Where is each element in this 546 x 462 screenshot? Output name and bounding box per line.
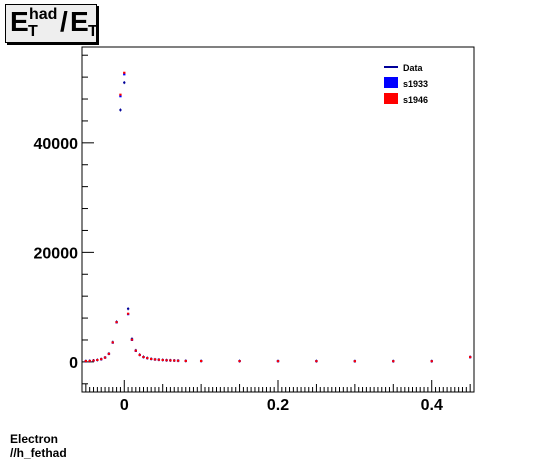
mc-point-s1946 [123,71,126,74]
mc-point-s1946 [111,341,114,344]
mc-point-s1946 [134,349,137,352]
mc-point-s1946 [469,356,472,359]
mc-point-s1946 [173,359,176,362]
x-tick-label: 0 [120,397,129,414]
mc-point-s1946 [165,359,168,362]
mc-point-s1946 [126,312,130,315]
mc-point-s1946 [150,357,153,360]
mc-point-s1946 [103,356,107,359]
footer-line1: Electron [10,432,59,446]
y-tick-label: 20000 [34,245,79,262]
mc-point-s1946 [115,321,118,324]
mc-point-s1946 [119,93,122,96]
mc-point-s1946 [430,360,433,363]
mc-point-s1946 [142,356,145,359]
mc-point-s1933 [123,73,126,76]
legend-swatch-s1946 [384,93,398,104]
mc-point-s1946 [100,358,103,361]
axis-ticks [82,54,471,392]
legend-swatch-s1933 [384,77,398,88]
title-slash: / [60,6,68,37]
title-sub2: T [88,23,98,40]
title-sub1: T [28,23,38,40]
legend-label: Data [403,63,424,73]
mc-point-s1946 [107,352,111,355]
mc-point-s1946 [184,359,187,362]
mc-point-s1946 [199,360,203,363]
data-marks [84,71,472,363]
title-e2: E [70,6,89,37]
title-e1: E [10,6,29,37]
legend-label: s1933 [403,79,428,89]
mc-point-s1946 [88,359,91,362]
x-tick-label: 0.2 [267,397,289,414]
legend-label: s1946 [403,95,428,105]
y-tick-labels: 0 20000 40000 [34,136,79,372]
mc-point-s1946 [353,360,357,363]
mc-point-s1946 [153,358,157,361]
legend: Data s1933 s1946 [384,63,428,105]
y-tick-label: 0 [69,355,78,372]
mc-point-s1946 [84,360,87,363]
mc-point-s1946 [92,359,95,362]
title-sup: had [29,6,58,23]
x-tick-label: 0.4 [421,397,443,414]
mc-point-s1946 [176,359,180,362]
mc-point-s1946 [392,360,395,363]
mc-point-s1946 [315,360,318,363]
mc-point-s1946 [130,338,134,341]
mc-point-s1946 [96,358,99,361]
footer-line2: //h_fethad [10,446,67,460]
mc-point-s1933 [119,95,122,98]
mc-point-s1946 [238,360,241,363]
mc-point-s1946 [161,358,164,361]
mc-point-s1946 [157,358,161,361]
mc-point-s1946 [169,359,172,362]
mc-point-s1946 [146,357,149,360]
y-tick-label: 40000 [34,136,79,153]
mc-point-s1946 [276,360,280,363]
mc-point-s1946 [138,353,141,356]
x-tick-labels: 0 0.2 0.4 [120,397,443,414]
